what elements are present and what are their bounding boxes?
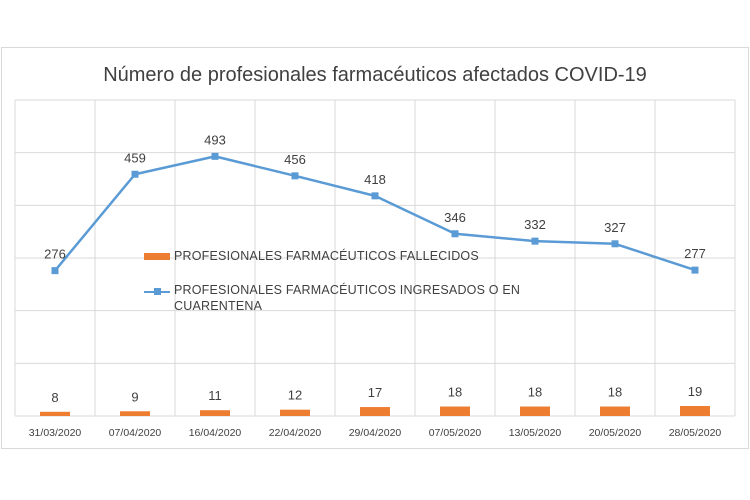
line-point <box>531 237 539 245</box>
line-point <box>371 192 379 200</box>
bar <box>440 406 470 416</box>
bar <box>120 411 150 416</box>
legend-item-ingresados: PROFESIONALES FARMACÉUTICOS INGRESADOS O… <box>144 282 554 314</box>
line-series <box>51 152 699 275</box>
bar <box>600 406 630 416</box>
bar-data-label: 18 <box>448 385 462 400</box>
gridlines <box>14 99 736 417</box>
legend-bar-swatch <box>144 253 170 260</box>
bar <box>520 406 550 416</box>
line-point <box>131 170 139 178</box>
legend: PROFESIONALES FARMACÉUTICOS FALLECIDOS P… <box>144 248 554 314</box>
x-tick-label: 07/05/2020 <box>429 427 482 439</box>
x-tick-label: 07/04/2020 <box>109 427 162 439</box>
line-point <box>291 172 299 180</box>
line-data-label: 418 <box>364 172 386 187</box>
x-axis-tick-labels: 31/03/2020 07/04/2020 16/04/2020 22/04/2020… <box>29 427 722 439</box>
line-data-label: 276 <box>44 247 66 262</box>
x-tick-label: 22/04/2020 <box>269 427 322 439</box>
line-point <box>611 240 619 248</box>
line-data-label: 327 <box>604 220 626 235</box>
bar-series <box>40 405 710 416</box>
line-data-label: 277 <box>684 246 706 261</box>
x-tick-label: 16/04/2020 <box>189 427 242 439</box>
line-data-label: 493 <box>204 132 226 147</box>
legend-item-fallecidos: PROFESIONALES FARMACÉUTICOS FALLECIDOS <box>144 248 554 264</box>
x-tick-label: 28/05/2020 <box>669 427 722 439</box>
x-tick-label: 20/05/2020 <box>589 427 642 439</box>
line-point <box>211 152 219 160</box>
line-data-label: 456 <box>284 152 306 167</box>
bar-data-label: 18 <box>528 385 542 400</box>
line-data-label: 459 <box>124 150 146 165</box>
data-labels: 8 9 11 12 17 18 18 18 19 276 459 493 456 418 346 332 327… <box>44 132 706 404</box>
bar-data-label: 18 <box>608 385 622 400</box>
chart-title: Número de profesionales farmacéuticos af… <box>103 64 647 86</box>
legend-line-swatch <box>144 288 170 295</box>
line-data-label: 332 <box>524 217 546 232</box>
bar-data-label: 9 <box>131 389 138 404</box>
bar-data-label: 8 <box>51 390 58 405</box>
bar <box>280 409 310 416</box>
line-point <box>691 266 699 274</box>
bar-data-label: 17 <box>368 385 382 400</box>
bar-data-label: 19 <box>688 384 702 399</box>
bar <box>360 407 390 416</box>
x-tick-label: 13/05/2020 <box>509 427 562 439</box>
x-tick-label: 31/03/2020 <box>29 427 82 439</box>
bar <box>680 405 710 416</box>
legend-label-ingresados: PROFESIONALES FARMACÉUTICOS INGRESADOS O… <box>174 283 521 313</box>
bar-data-label: 12 <box>288 388 302 403</box>
bar <box>40 411 70 416</box>
x-tick-label: 29/04/2020 <box>349 427 402 439</box>
bar-data-label: 11 <box>208 388 222 403</box>
line-point <box>51 267 59 275</box>
bar <box>200 410 230 416</box>
line-data-label: 346 <box>444 210 466 225</box>
legend-label-fallecidos: PROFESIONALES FARMACÉUTICOS FALLECIDOS <box>174 249 479 263</box>
line-point <box>451 230 459 238</box>
